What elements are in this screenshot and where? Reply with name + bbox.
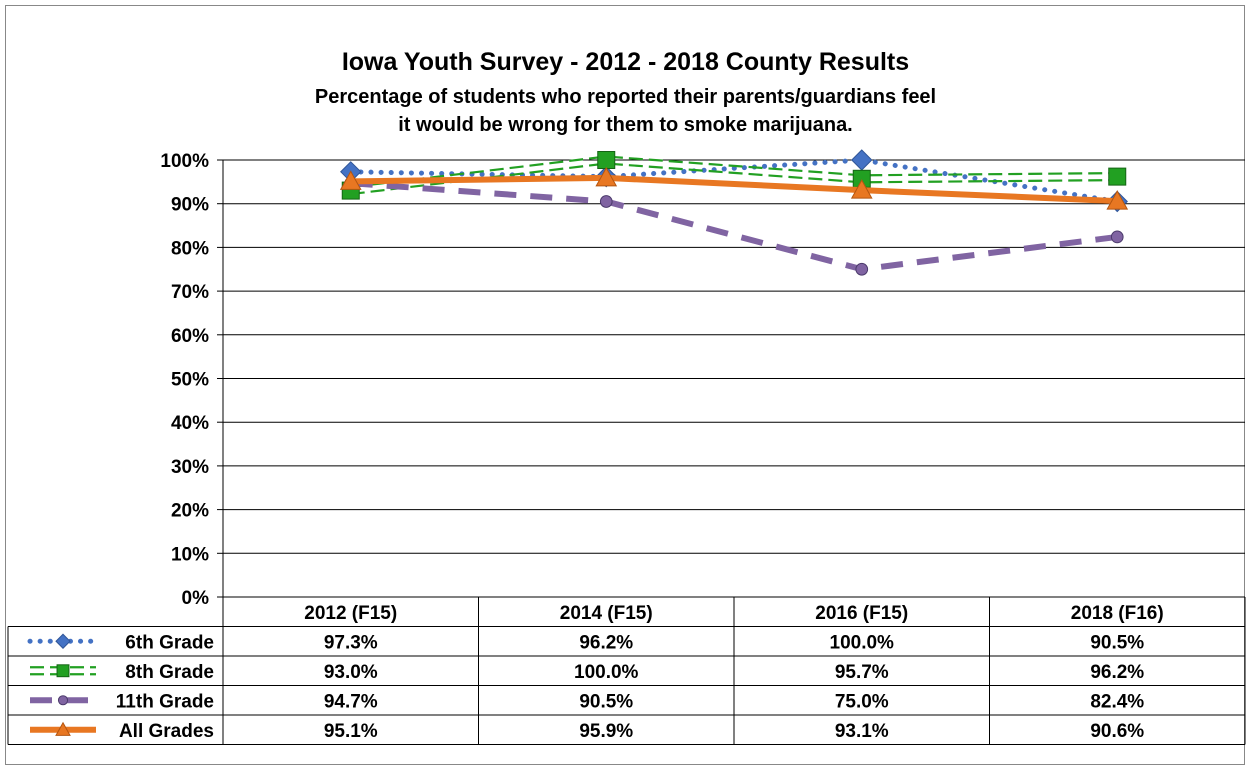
table-value-cell: 93.1% — [835, 721, 889, 742]
series-line-11th-grade — [350, 180, 1118, 273]
legend-series-name: All Grades — [119, 721, 214, 742]
data-table: 2012 (F15) 2014 (F15) 2016 (F15) 2018 (F16)… — [7, 596, 1246, 745]
legend-series-name: 11th Grade — [116, 691, 214, 712]
y-tick-label: 60% — [171, 326, 209, 347]
data-point-marker — [599, 195, 613, 208]
chart-subtitle-line-1: Percentage of students who reported thei… — [314, 86, 937, 108]
y-tick-label: 50% — [171, 370, 209, 391]
table-value-cell: 82.4% — [1090, 691, 1144, 712]
y-tick-label: 90% — [171, 195, 209, 216]
table-value-cell: 90.5% — [579, 691, 633, 712]
chart-frame — [5, 5, 1245, 765]
data-point-marker — [850, 179, 873, 199]
table-value-cell: 95.1% — [324, 721, 378, 742]
y-tick-label: 0% — [182, 588, 210, 609]
x-category-label: 2012 (F15) — [304, 603, 397, 624]
data-point-marker — [339, 170, 362, 190]
table-value-cell: 96.2% — [579, 632, 633, 653]
table-value-cell: 93.0% — [324, 662, 378, 683]
table-value-cell: 94.7% — [324, 691, 378, 712]
series-line-all-grades — [350, 174, 1118, 205]
gridlines — [217, 159, 1245, 598]
series-line-6th-grade — [348, 157, 1120, 205]
y-tick-label: 40% — [171, 413, 209, 434]
data-point-marker — [595, 166, 618, 187]
data-point-marker — [1110, 230, 1124, 244]
x-category-label: 2016 (F15) — [815, 603, 908, 624]
table-value-cell: 97.3% — [324, 632, 378, 653]
legend-key-marker — [55, 721, 71, 736]
legend-series-name: 8th Grade — [125, 662, 214, 683]
table-value-cell: 100.0% — [574, 662, 639, 683]
data-point-marker — [597, 151, 616, 169]
chart-subtitle-line-2: it would be wrong for them to smoke mari… — [398, 114, 853, 136]
y-tick-label: 10% — [171, 544, 209, 565]
table-value-cell: 96.2% — [1090, 662, 1144, 683]
table-value-cell: 95.9% — [579, 721, 633, 742]
table-value-cell: 90.5% — [1090, 632, 1144, 653]
y-tick-label: 80% — [171, 238, 209, 259]
table-value-cell: 100.0% — [830, 632, 895, 653]
legend-series-name: 6th Grade — [125, 632, 214, 653]
data-point-marker — [1106, 190, 1129, 210]
chart-title: Iowa Youth Survey - 2012 - 2018 County R… — [341, 48, 910, 76]
table-value-cell: 95.7% — [835, 662, 889, 683]
y-tick-label: 30% — [171, 457, 209, 478]
y-tick-label: 20% — [171, 501, 209, 522]
legend-key-marker — [55, 633, 71, 649]
data-point-marker — [851, 149, 873, 171]
data-point-marker — [1108, 167, 1127, 186]
table-value-cell: 75.0% — [835, 691, 889, 712]
table-value-cell: 90.6% — [1090, 721, 1144, 742]
series-line-stroke — [350, 155, 1118, 189]
x-category-label: 2018 (F16) — [1071, 603, 1164, 624]
series-lines — [339, 149, 1129, 276]
y-tick-label: 70% — [171, 282, 209, 303]
legend-key-marker — [56, 664, 70, 678]
legend-key-marker — [57, 695, 69, 706]
data-point-marker — [855, 262, 869, 276]
y-axis-tick-labels: 0% 10% 20% 30% 40% 50% 60% 70% 80% 90% 100% — [160, 151, 209, 609]
y-tick-label: 100% — [160, 151, 209, 172]
x-category-label: 2014 (F15) — [560, 603, 653, 624]
